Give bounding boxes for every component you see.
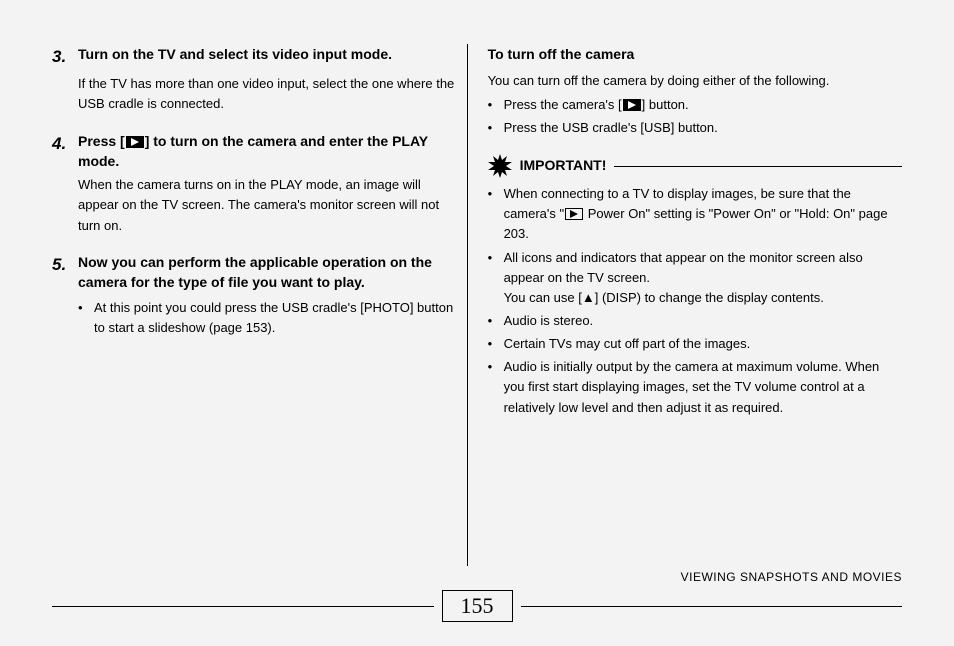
b1-post: ] button. <box>642 97 689 112</box>
footer-rule-right <box>521 606 903 607</box>
page-content: 3. Turn on the TV and select its video i… <box>0 0 954 570</box>
important-label: IMPORTANT! <box>520 155 607 177</box>
footer-rule-left <box>52 606 434 607</box>
i2-sub: You can use [▲] (DISP) to change the dis… <box>504 290 824 305</box>
step-3: 3. Turn on the TV and select its video i… <box>52 44 457 115</box>
bullet-item: At this point you could press the USB cr… <box>78 298 457 338</box>
bullet-item: Audio is initially output by the camera … <box>488 357 902 417</box>
step-5: 5. Now you can perform the applicable op… <box>52 252 457 339</box>
bullet-item: All icons and indicators that appear on … <box>488 248 902 308</box>
bullet-item: When connecting to a TV to display image… <box>488 184 902 244</box>
column-divider <box>467 44 468 566</box>
step-4: 4. Press [] to turn on the camera and en… <box>52 131 457 236</box>
section-label: VIEWING SNAPSHOTS AND MOVIES <box>681 570 902 584</box>
turnoff-body: You can turn off the camera by doing eit… <box>488 71 902 91</box>
important-rule <box>614 166 902 167</box>
play-icon <box>565 208 583 220</box>
step-title: Press [] to turn on the camera and enter… <box>78 131 457 172</box>
left-column: 3. Turn on the TV and select its video i… <box>52 44 467 570</box>
step-number: 5. <box>52 252 78 278</box>
bullet-item: Press the camera's [ ] button. <box>488 95 902 115</box>
important-header: IMPORTANT! <box>488 154 902 178</box>
burst-icon <box>488 154 512 178</box>
b1-pre: Press the camera's [ <box>504 97 622 112</box>
step-number: 4. <box>52 131 78 157</box>
step-title: Now you can perform the applicable opera… <box>78 252 457 293</box>
bullet-item: Audio is stereo. <box>488 311 902 331</box>
turnoff-title: To turn off the camera <box>488 44 902 66</box>
step-bullets: At this point you could press the USB cr… <box>78 298 457 338</box>
step-body: If the TV has more than one video input,… <box>78 74 457 114</box>
step-body: When the camera turns on in the PLAY mod… <box>78 175 457 235</box>
play-icon <box>623 99 641 111</box>
bullet-item: Certain TVs may cut off part of the imag… <box>488 334 902 354</box>
right-column: To turn off the camera You can turn off … <box>488 44 902 570</box>
bullet-item: Press the USB cradle's [USB] button. <box>488 118 902 138</box>
page-number: 155 <box>442 590 513 622</box>
page-footer: 155 VIEWING SNAPSHOTS AND MOVIES <box>52 590 902 622</box>
step-title: Turn on the TV and select its video inpu… <box>78 44 392 64</box>
title-pre: Press [ <box>78 133 125 149</box>
i2: All icons and indicators that appear on … <box>504 250 863 285</box>
step-number: 3. <box>52 44 78 70</box>
play-icon <box>126 136 144 148</box>
